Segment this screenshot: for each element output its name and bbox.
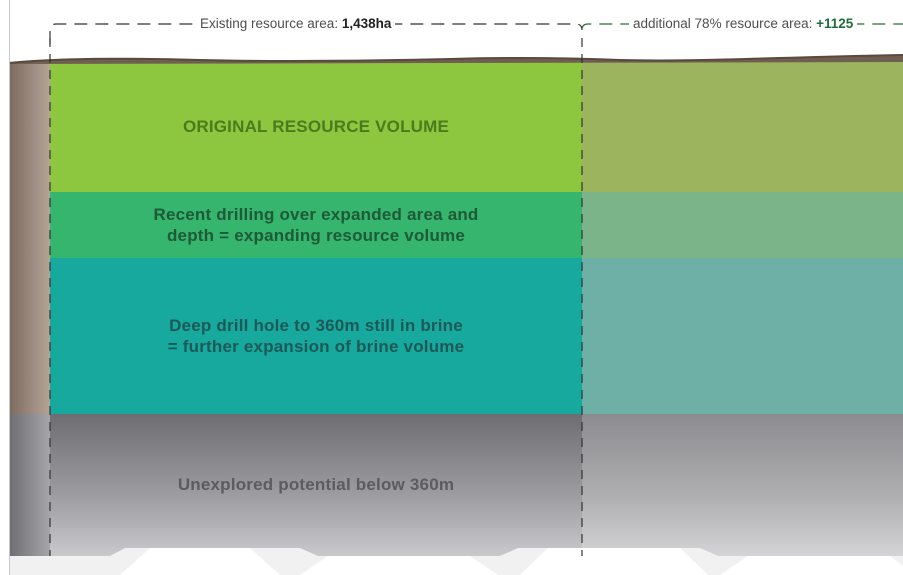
boundary-top-additional	[581, 23, 903, 31]
ground-surface-stroke	[8, 54, 903, 64]
recent-drilling-line1: Recent drilling over expanded area and	[153, 204, 479, 224]
additional-area-text: additional 78% resource area:	[633, 16, 813, 31]
unexplored-potential-label: Unexplored potential below 360m	[50, 414, 582, 556]
ground-edge-left	[9, 60, 50, 415]
additional-area-value: +1125	[816, 16, 854, 31]
deep-drill-line2: = further expansion of brine volume	[167, 337, 465, 356]
original-resource-label: ORIGINAL RESOURCE VOLUME	[50, 62, 582, 192]
band-original-additional	[582, 62, 903, 192]
band-recent	[50, 192, 582, 258]
additional-area-label: additional 78% resource area: +1125	[629, 14, 858, 34]
band-original	[50, 62, 582, 192]
band-unexplored	[50, 414, 582, 556]
band-deep-additional	[582, 258, 903, 414]
bottom-rock-cutouts	[120, 548, 903, 575]
band-deep	[50, 258, 582, 414]
recent-drilling-label: Recent drilling over expanded area and d…	[50, 192, 582, 258]
deep-drill-label: Deep drill hole to 360m still in brine =…	[50, 258, 582, 414]
existing-area-text: Existing resource area:	[200, 16, 339, 31]
boundary-top-existing	[49, 23, 583, 44]
recent-drilling-line2: depth = expanding resource volume	[166, 226, 466, 245]
deep-drill-line1: Deep drill hole to 360m still in brine	[169, 315, 463, 335]
band-unexplored-additional	[582, 414, 903, 556]
existing-area-value: 1,438ha	[341, 16, 392, 31]
existing-area-label: Existing resource area: 1,438ha	[196, 14, 396, 34]
band-recent-additional	[582, 192, 903, 258]
unexplored-potential-text: Unexplored potential below 360m	[177, 475, 455, 495]
original-resource-text: ORIGINAL RESOURCE VOLUME	[182, 117, 450, 137]
ground-edge-left-lower	[9, 414, 50, 556]
